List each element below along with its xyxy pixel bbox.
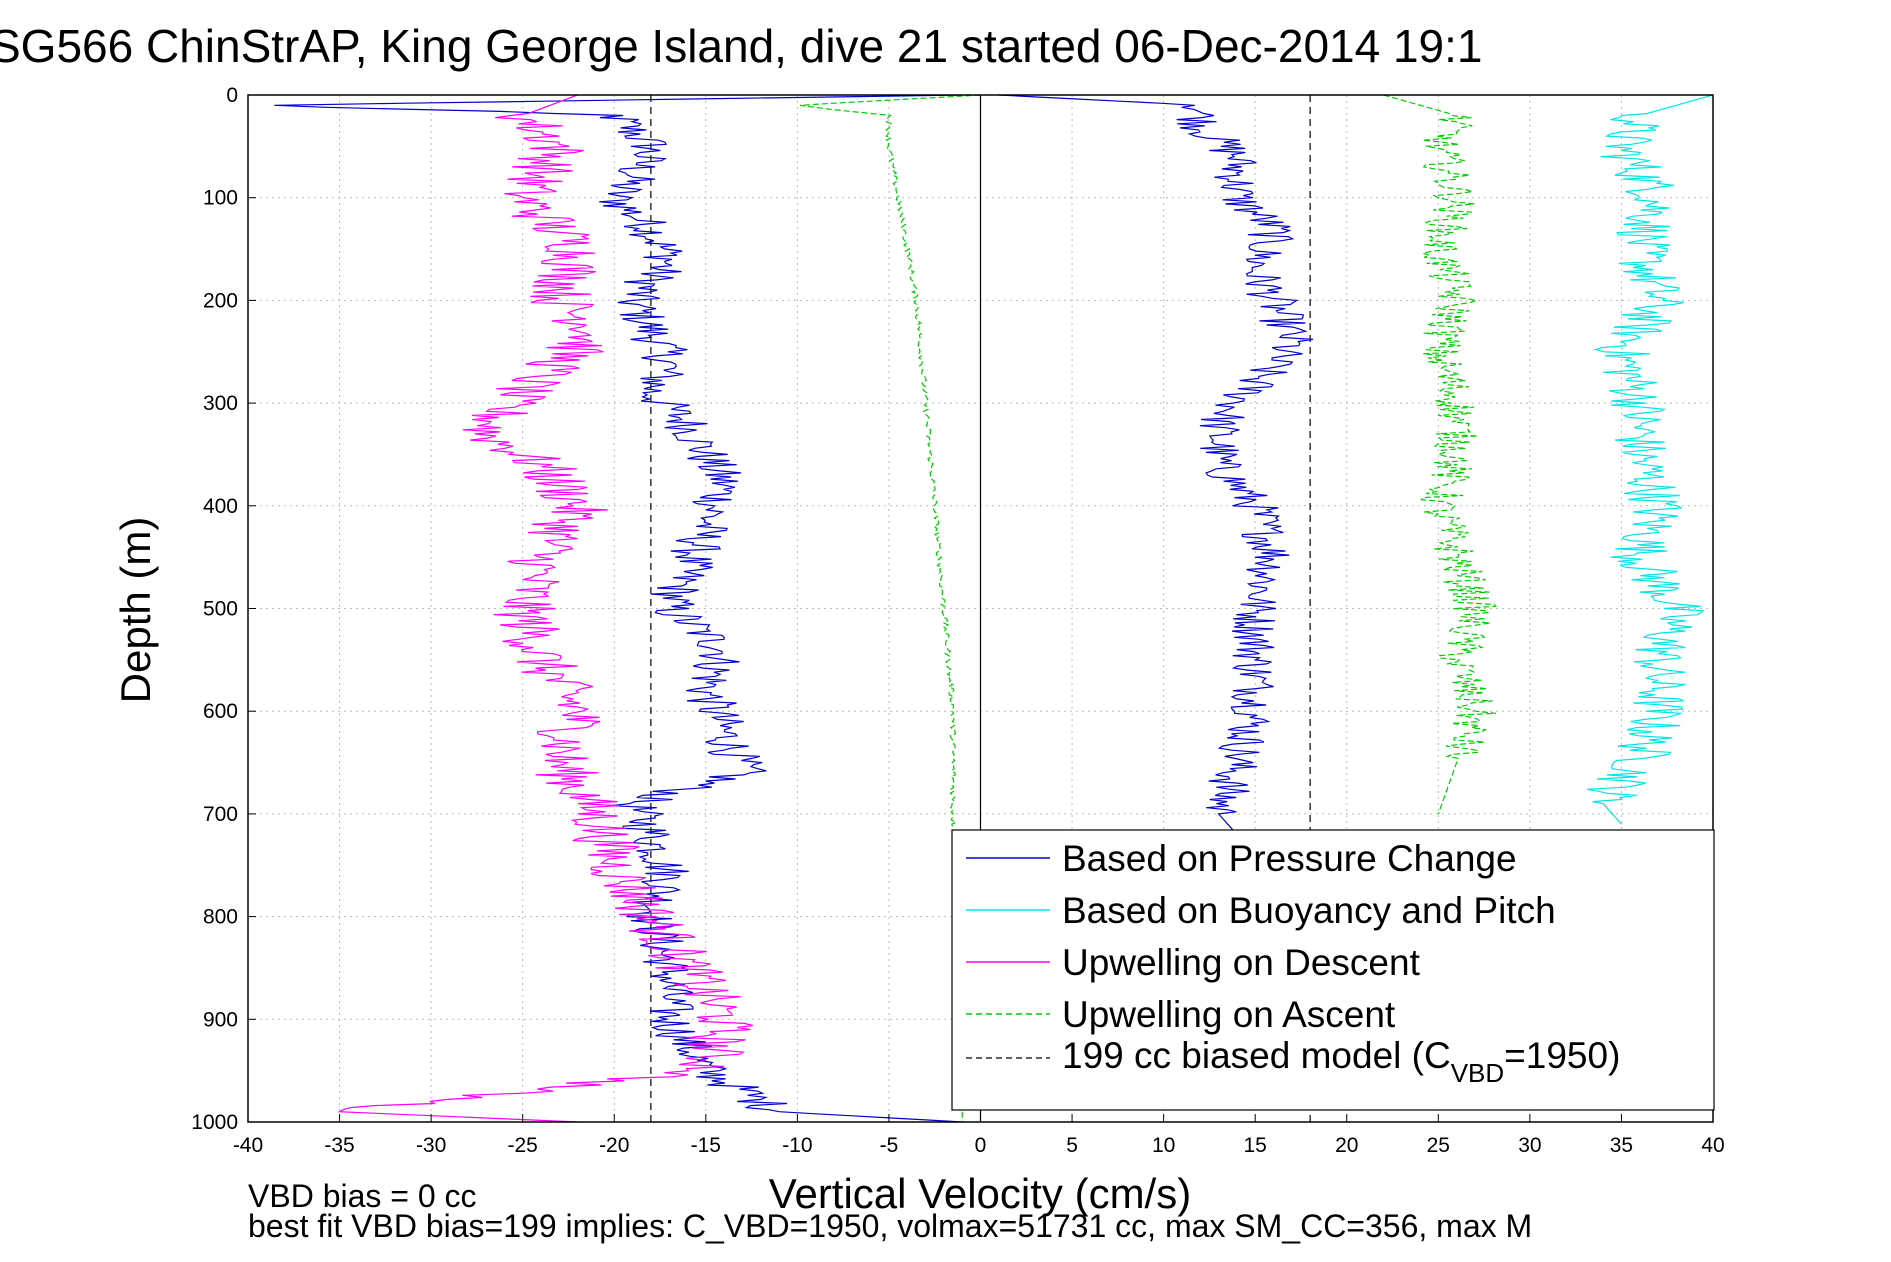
y-tick-label: 0 — [226, 84, 238, 107]
y-tick-label: 800 — [203, 906, 238, 929]
x-tick-label: 40 — [1701, 1134, 1724, 1157]
legend-label-pressure: Based on Pressure Change — [1062, 838, 1517, 879]
x-tick-label: -15 — [691, 1134, 721, 1157]
x-tick-label: -25 — [508, 1134, 538, 1157]
x-tick-label: -5 — [880, 1134, 899, 1157]
ticks: -40 -35 -30 -25 -20 -15 -10 -5 0 5 10 15 20 25 30 35 400… — [191, 84, 1724, 1157]
chart-title: SG566 ChinStrAP, King George Island, div… — [0, 20, 1483, 72]
bias-annotation-2: best fit VBD bias=199 implies: C_VBD=195… — [248, 1208, 1532, 1244]
x-tick-label: -30 — [416, 1134, 446, 1157]
x-tick-label: 20 — [1335, 1134, 1358, 1157]
legend-label-descent: Upwelling on Descent — [1062, 942, 1421, 983]
x-tick-label: -35 — [324, 1134, 354, 1157]
legend-box — [951, 829, 1715, 1111]
x-tick-label: -10 — [782, 1134, 812, 1157]
legend-label-buoyancy: Based on Buoyancy and Pitch — [1062, 890, 1556, 931]
series-group — [274, 94, 1714, 1123]
legend: Based on Pressure Change Based on Buoyan… — [951, 829, 1715, 1111]
y-tick-label: 400 — [203, 495, 238, 518]
bias-annotation-1: VBD bias = 0 cc — [248, 1178, 477, 1214]
x-tick-label: -20 — [599, 1134, 629, 1157]
x-axis-label: Vertical Velocity (cm/s) — [769, 1170, 1191, 1217]
legend-model-main: 199 cc biased model (C — [1062, 1035, 1451, 1076]
series-pressure_descent — [274, 94, 963, 1123]
y-tick-label: 900 — [203, 1008, 238, 1031]
x-tick-label: -40 — [233, 1134, 263, 1157]
legend-model-sub: VBD — [1451, 1058, 1504, 1088]
series-pressure_ascent — [998, 94, 1314, 835]
series-ascent_upwelling_right — [1383, 94, 1497, 815]
x-tick-label: 30 — [1518, 1134, 1541, 1157]
legend-label-ascent: Upwelling on Ascent — [1062, 994, 1396, 1035]
y-axis-label: Depth (m) — [112, 517, 159, 704]
series-descent_upwelling — [337, 94, 753, 1123]
x-tick-label: 25 — [1427, 1134, 1450, 1157]
legend-label-model: 199 cc biased model (CVBD=1950) — [1062, 1035, 1620, 1088]
x-tick-label: 10 — [1152, 1134, 1175, 1157]
legend-model-tail: =1950) — [1504, 1035, 1620, 1076]
y-tick-label: 1000 — [191, 1111, 238, 1134]
x-tick-label: 0 — [975, 1134, 987, 1157]
y-tick-label: 700 — [203, 803, 238, 826]
y-tick-label: 600 — [203, 700, 238, 723]
y-tick-label: 100 — [203, 187, 238, 210]
series-ascent_upwelling — [799, 94, 981, 1122]
x-tick-label: 35 — [1610, 1134, 1633, 1157]
x-tick-label: 15 — [1244, 1134, 1267, 1157]
y-tick-label: 500 — [203, 598, 238, 621]
x-tick-label: 5 — [1066, 1134, 1078, 1157]
y-tick-label: 300 — [203, 392, 238, 415]
y-tick-label: 200 — [203, 289, 238, 312]
series-buoyancy_ascent — [1587, 94, 1714, 825]
